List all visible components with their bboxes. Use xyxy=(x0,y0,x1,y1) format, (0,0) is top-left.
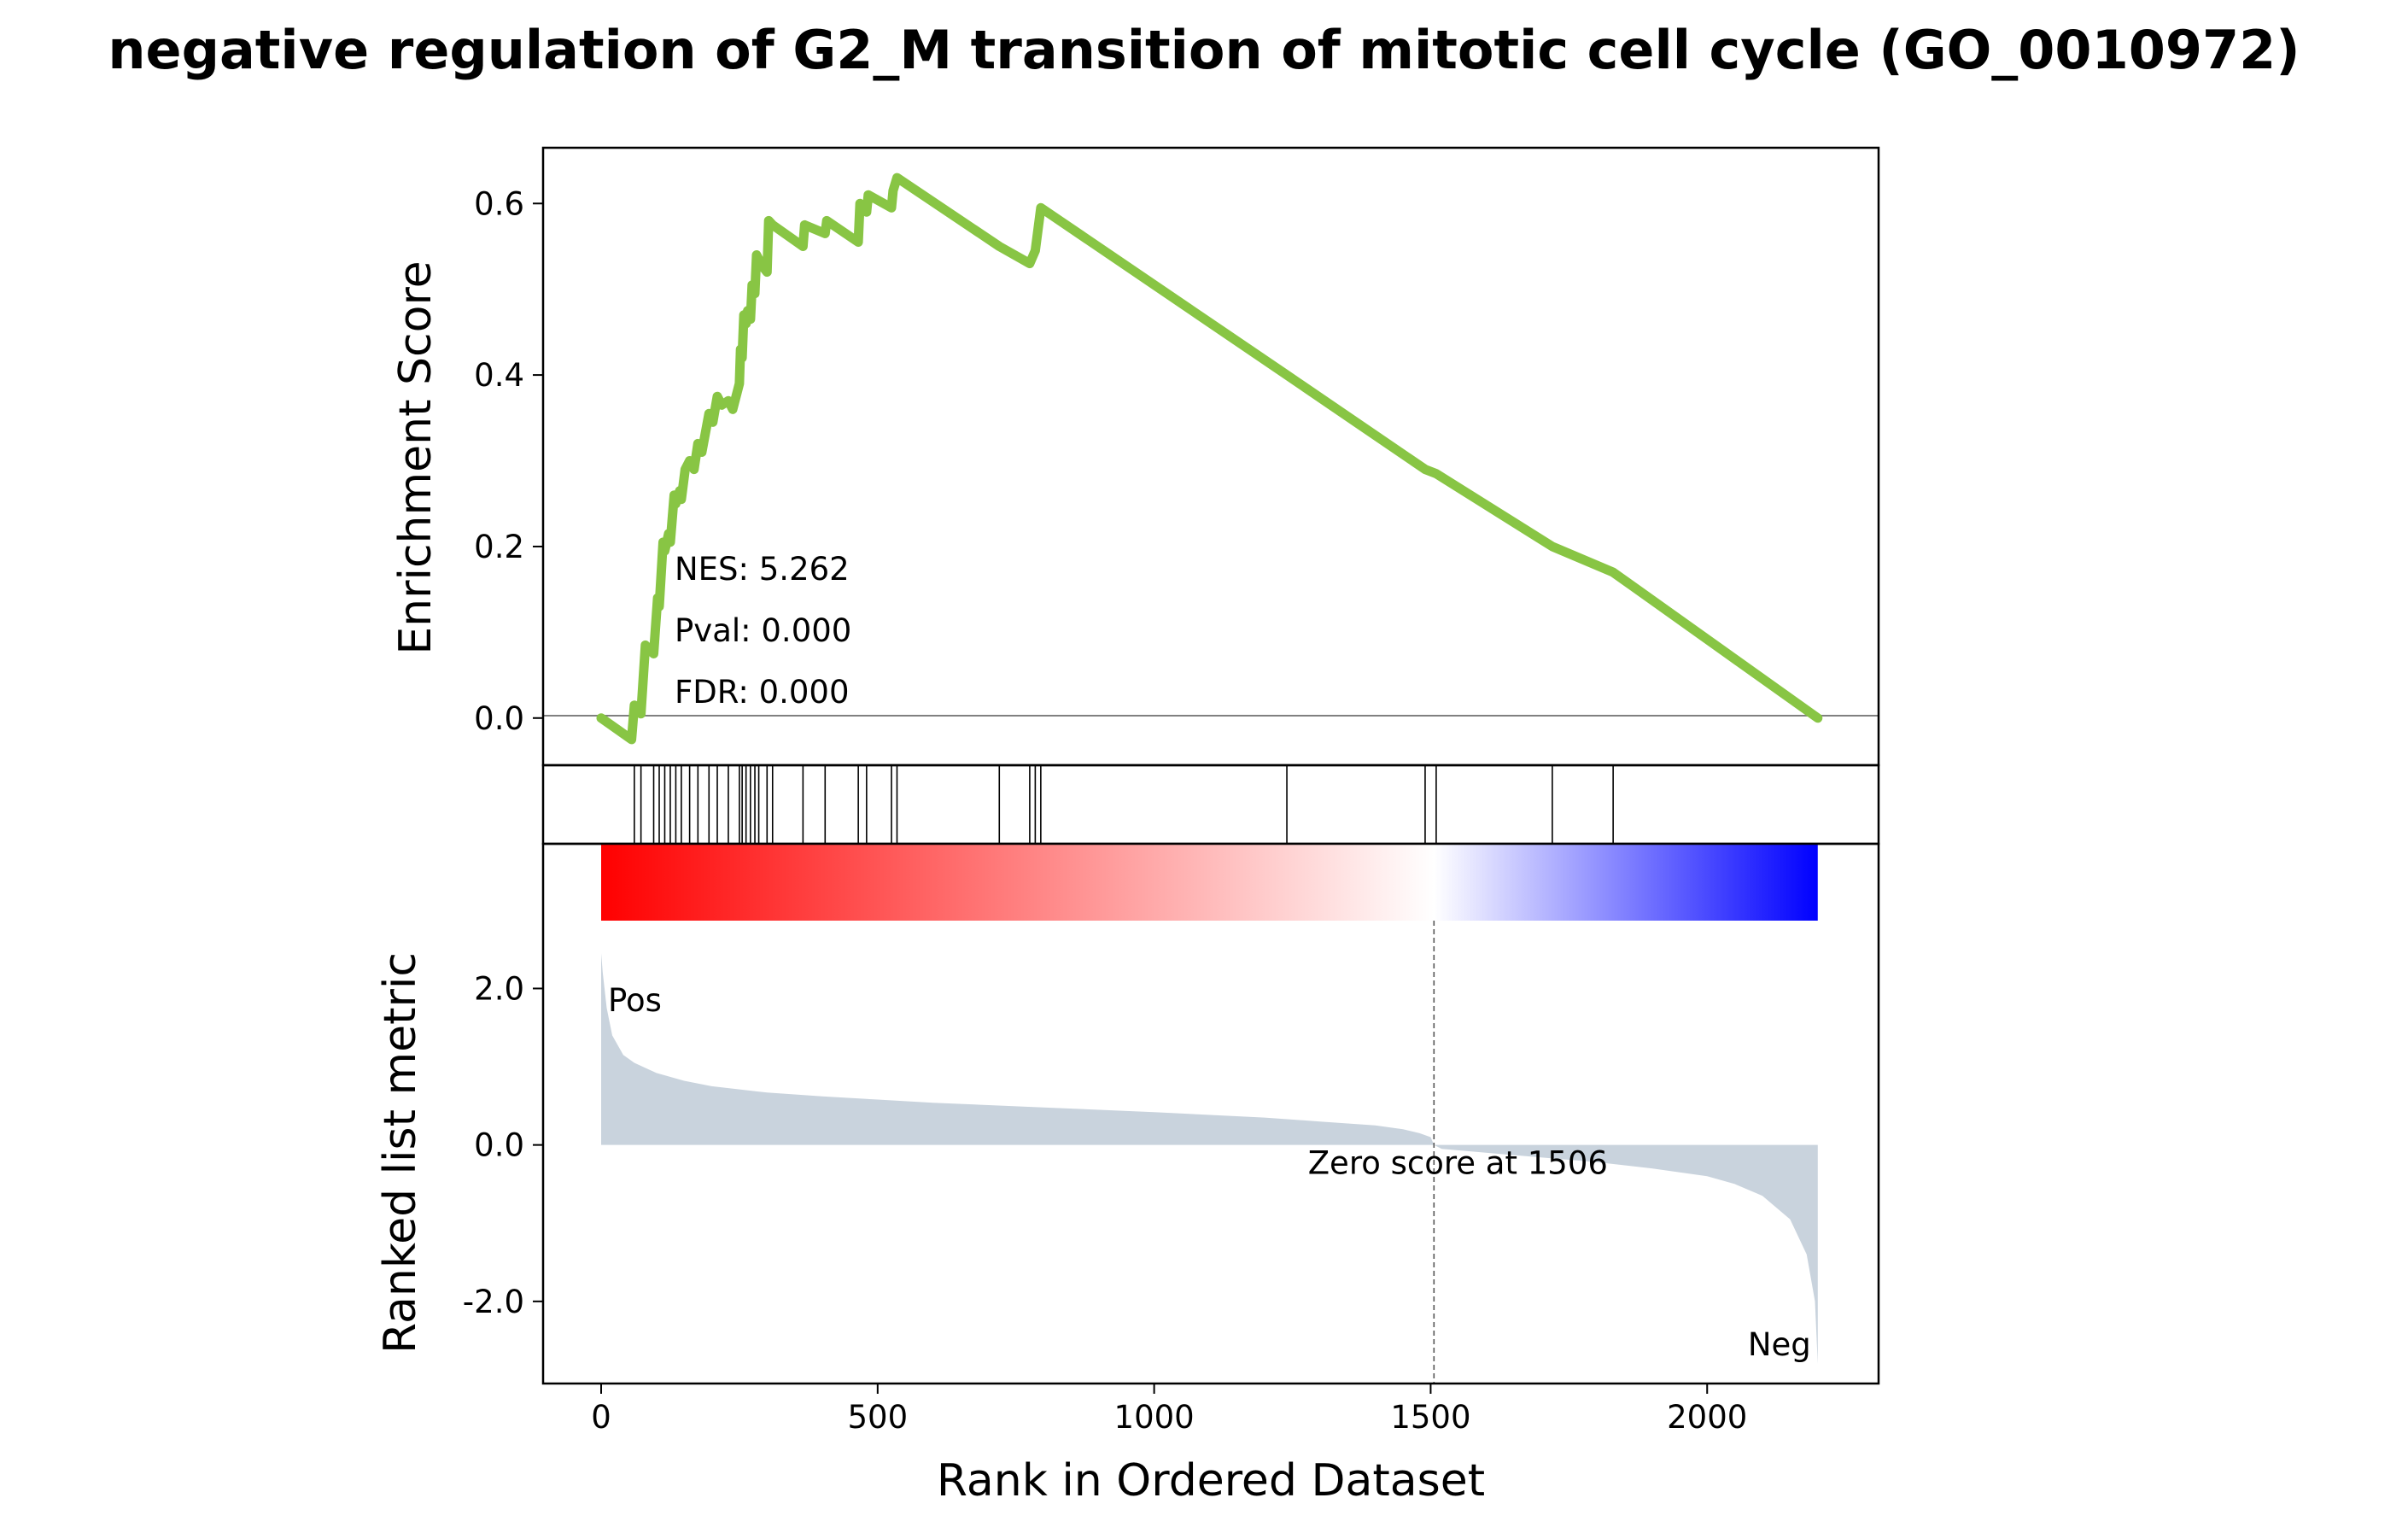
es-y-ticks: 0.0 0.2 0.4 0.6 xyxy=(474,185,543,737)
es-y-tick-label: 0.4 xyxy=(474,357,524,394)
rm-y-ticks: -2.0 0.0 2.0 xyxy=(463,970,543,1320)
rm-frame xyxy=(541,842,1880,1385)
x-tick-label: 1500 xyxy=(1390,1399,1470,1436)
pos-label: Pos xyxy=(608,982,662,1019)
x-tick-label: 500 xyxy=(847,1399,908,1436)
chart-title: negative regulation of G2_M transition o… xyxy=(108,19,2300,81)
rm-y-tick-label: 2.0 xyxy=(474,970,524,1007)
pval-label: Pval: 0.000 xyxy=(675,612,851,649)
enrichment-panel: 0.0 0.2 0.4 0.6 NES: 5.262 Pval: 0.000 FDR:… xyxy=(390,146,1880,767)
neg-label: Neg xyxy=(1748,1326,1811,1363)
x-tick-label: 2000 xyxy=(1667,1399,1747,1436)
x-tick-label: 1000 xyxy=(1114,1399,1195,1436)
ranked-metric-area xyxy=(601,953,1818,1365)
x-tick-label: 0 xyxy=(591,1399,611,1436)
gene-hits xyxy=(634,765,1614,844)
es-y-tick-label: 0.0 xyxy=(474,700,524,737)
ranked-metric-panel: Zero score at 1506 Pos Neg -2.0 0.0 2.0 Ra… xyxy=(375,842,1880,1385)
rm-y-axis-label: Ranked list metric xyxy=(375,952,426,1354)
hits-panel xyxy=(541,764,1880,845)
es-frame xyxy=(541,146,1880,767)
hits-frame xyxy=(541,764,1880,845)
rm-y-tick-label: -2.0 xyxy=(463,1284,524,1320)
nes-label: NES: 5.262 xyxy=(675,551,850,588)
rm-y-tick-label: 0.0 xyxy=(474,1127,524,1164)
zero-score-label: Zero score at 1506 xyxy=(1308,1145,1608,1182)
x-ticks: 0 500 1000 1500 2000 xyxy=(591,1384,1747,1436)
rank-color-bar xyxy=(601,845,1818,921)
fdr-label: FDR: 0.000 xyxy=(675,674,850,711)
es-y-axis-label: Enrichment Score xyxy=(390,260,441,654)
x-axis-label: Rank in Ordered Dataset xyxy=(937,1455,1485,1507)
enrichment-score-line xyxy=(596,173,1823,745)
es-y-tick-label: 0.6 xyxy=(474,185,524,222)
es-y-tick-label: 0.2 xyxy=(474,529,524,565)
